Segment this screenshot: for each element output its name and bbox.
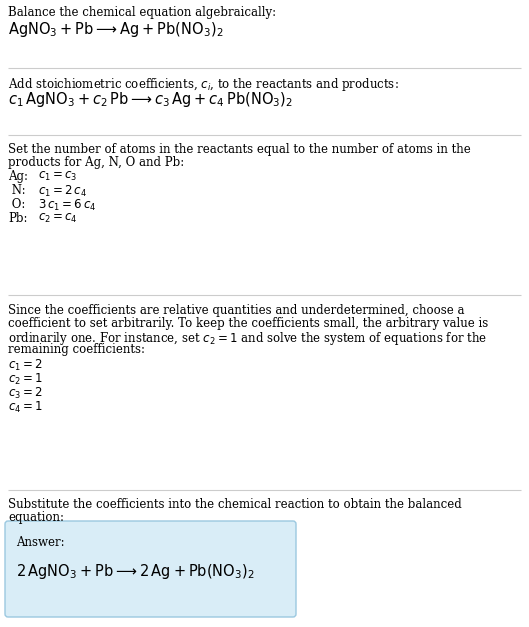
Text: products for Ag, N, O and Pb:: products for Ag, N, O and Pb:: [8, 156, 184, 169]
Text: $c_1 = 2$: $c_1 = 2$: [8, 358, 43, 373]
Text: $2\,\mathrm{AgNO_3} + \mathrm{Pb} \longrightarrow 2\,\mathrm{Ag} + \mathrm{Pb(NO: $2\,\mathrm{AgNO_3} + \mathrm{Pb} \longr…: [16, 562, 255, 581]
Text: $3\,c_1 = 6\,c_4$: $3\,c_1 = 6\,c_4$: [38, 198, 96, 213]
Text: Pb:: Pb:: [8, 212, 28, 225]
Text: $c_2 = c_4$: $c_2 = c_4$: [38, 212, 78, 225]
Text: Balance the chemical equation algebraically:: Balance the chemical equation algebraica…: [8, 6, 276, 19]
Text: coefficient to set arbitrarily. To keep the coefficients small, the arbitrary va: coefficient to set arbitrarily. To keep …: [8, 317, 488, 330]
Text: N:: N:: [8, 184, 25, 197]
Text: $c_1\,\mathrm{AgNO_3} + c_2\,\mathrm{Pb} \longrightarrow c_3\,\mathrm{Ag} + c_4\: $c_1\,\mathrm{AgNO_3} + c_2\,\mathrm{Pb}…: [8, 90, 293, 109]
Text: $c_1 = 2\,c_4$: $c_1 = 2\,c_4$: [38, 184, 87, 199]
Text: $c_4 = 1$: $c_4 = 1$: [8, 400, 43, 415]
Text: O:: O:: [8, 198, 25, 211]
Text: Since the coefficients are relative quantities and underdetermined, choose a: Since the coefficients are relative quan…: [8, 304, 464, 317]
Text: ordinarily one. For instance, set $c_2 = 1$ and solve the system of equations fo: ordinarily one. For instance, set $c_2 =…: [8, 330, 487, 347]
Text: $c_1 = c_3$: $c_1 = c_3$: [38, 170, 77, 183]
Text: remaining coefficients:: remaining coefficients:: [8, 343, 145, 356]
Text: Set the number of atoms in the reactants equal to the number of atoms in the: Set the number of atoms in the reactants…: [8, 143, 471, 156]
Text: $c_3 = 2$: $c_3 = 2$: [8, 386, 43, 401]
Text: Substitute the coefficients into the chemical reaction to obtain the balanced: Substitute the coefficients into the che…: [8, 498, 462, 511]
FancyBboxPatch shape: [5, 521, 296, 617]
Text: Ag:: Ag:: [8, 170, 28, 183]
Text: equation:: equation:: [8, 511, 64, 524]
Text: $c_2 = 1$: $c_2 = 1$: [8, 372, 43, 387]
Text: $\mathrm{AgNO_3 + Pb} \longrightarrow \mathrm{Ag + Pb(NO_3)_2}$: $\mathrm{AgNO_3 + Pb} \longrightarrow \m…: [8, 20, 223, 39]
Text: Add stoichiometric coefficients, $c_i$, to the reactants and products:: Add stoichiometric coefficients, $c_i$, …: [8, 76, 399, 93]
Text: Answer:: Answer:: [16, 536, 65, 549]
